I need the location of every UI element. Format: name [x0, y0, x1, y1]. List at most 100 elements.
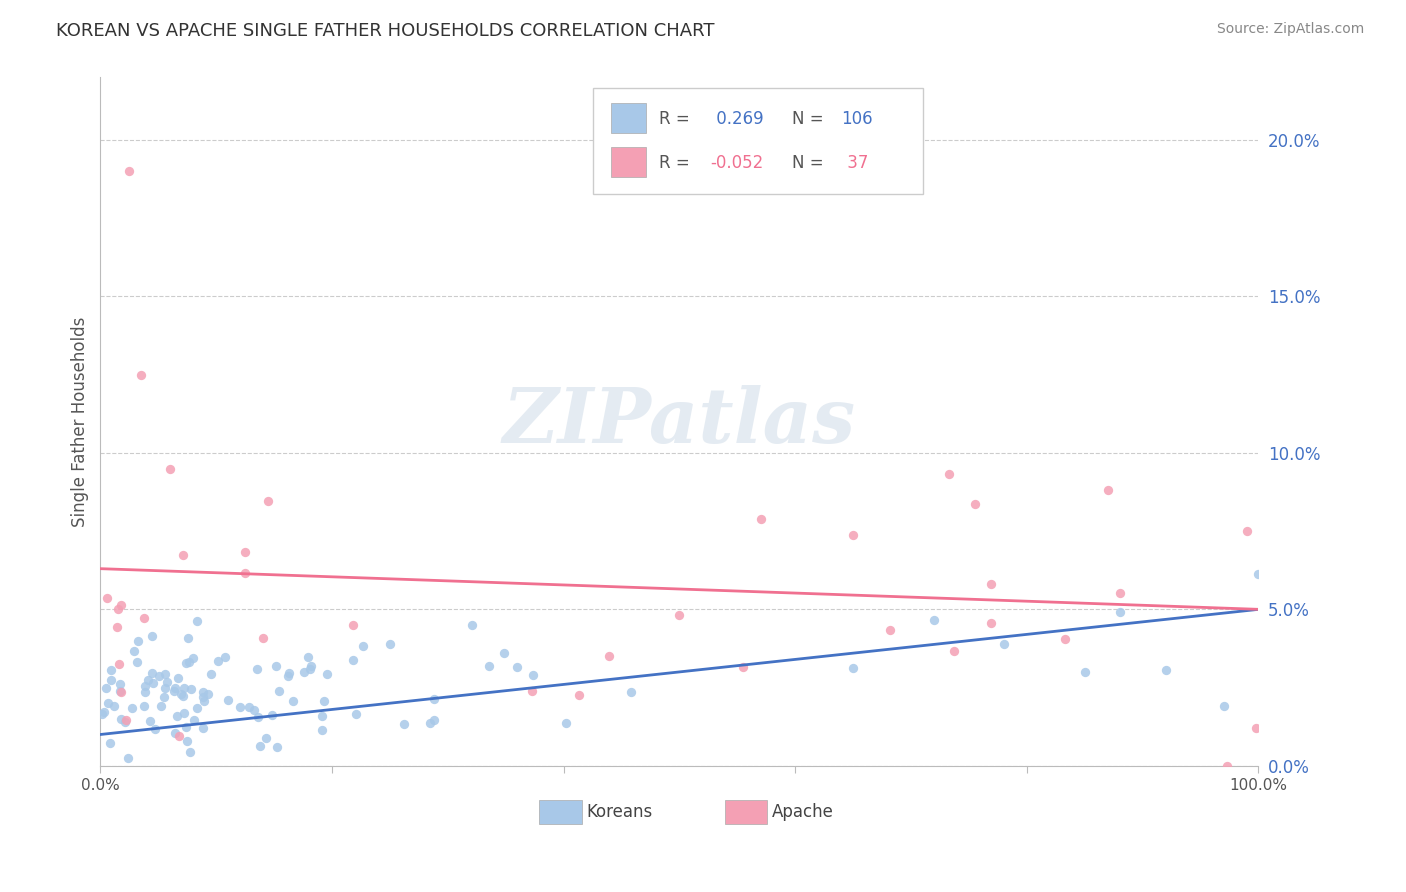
Point — [252, 631, 274, 645]
Point — [134, 679, 156, 693]
Point — [1215, 759, 1237, 773]
Point — [277, 666, 299, 681]
Point — [107, 601, 129, 615]
Point — [235, 544, 257, 558]
Point — [152, 690, 174, 704]
Point — [342, 618, 364, 632]
Point — [297, 650, 319, 665]
Point — [100, 673, 122, 687]
Point — [153, 681, 176, 695]
FancyBboxPatch shape — [612, 147, 645, 178]
Point — [1154, 663, 1177, 677]
Point — [105, 620, 128, 634]
Point — [922, 613, 945, 627]
Point — [311, 709, 333, 723]
Point — [963, 497, 986, 511]
Point — [506, 660, 529, 674]
Point — [980, 577, 1002, 591]
Text: -0.052: -0.052 — [710, 153, 763, 172]
Point — [136, 673, 159, 687]
Point — [180, 681, 202, 696]
Point — [132, 699, 155, 714]
Point — [292, 665, 315, 679]
Point — [183, 713, 205, 727]
FancyBboxPatch shape — [540, 800, 582, 823]
Point — [197, 687, 219, 701]
Point — [121, 701, 143, 715]
Point — [149, 698, 172, 713]
Point — [96, 591, 118, 606]
Point — [522, 668, 544, 682]
Point — [938, 467, 960, 482]
Text: N =: N = — [792, 153, 828, 172]
Point — [118, 164, 141, 178]
Point — [243, 703, 266, 717]
Point — [125, 656, 148, 670]
Point — [122, 644, 145, 658]
Point — [229, 700, 252, 714]
Point — [163, 684, 186, 698]
Point — [342, 653, 364, 667]
Point — [159, 461, 181, 475]
Point — [478, 658, 501, 673]
Point — [598, 648, 620, 663]
Point — [127, 634, 149, 648]
Point — [568, 688, 591, 702]
Text: N =: N = — [792, 110, 828, 128]
Point — [1212, 699, 1234, 714]
Point — [423, 691, 446, 706]
Point — [110, 684, 132, 698]
Point — [419, 716, 441, 731]
Point — [942, 644, 965, 658]
Point — [620, 685, 643, 699]
Point — [668, 608, 690, 623]
Point — [461, 617, 484, 632]
Point — [315, 667, 337, 681]
Point — [1097, 483, 1119, 498]
Point — [173, 681, 195, 696]
Point — [156, 674, 179, 689]
Point — [841, 528, 863, 542]
Text: R =: R = — [658, 153, 695, 172]
Point — [153, 667, 176, 681]
Point — [1108, 586, 1130, 600]
Point — [731, 660, 754, 674]
Point — [141, 665, 163, 680]
Point — [298, 662, 321, 676]
Point — [115, 713, 138, 727]
FancyBboxPatch shape — [724, 800, 768, 823]
Point — [980, 616, 1002, 631]
Point — [177, 631, 200, 645]
Point — [247, 710, 270, 724]
Point — [108, 683, 131, 698]
Point — [103, 698, 125, 713]
Point — [207, 654, 229, 668]
Point — [238, 699, 260, 714]
Point — [166, 671, 188, 685]
Text: R =: R = — [658, 110, 695, 128]
Point — [174, 656, 197, 670]
Point — [1236, 524, 1258, 538]
FancyBboxPatch shape — [612, 103, 645, 133]
Text: Apache: Apache — [772, 803, 834, 821]
Text: Source: ZipAtlas.com: Source: ZipAtlas.com — [1216, 22, 1364, 37]
Point — [110, 598, 132, 612]
Point — [1074, 665, 1097, 679]
Text: 0.269: 0.269 — [710, 110, 763, 128]
Point — [191, 690, 214, 704]
Point — [1247, 567, 1270, 582]
Point — [94, 681, 117, 695]
Point — [266, 739, 288, 754]
Point — [422, 713, 444, 727]
Point — [267, 684, 290, 698]
Point — [392, 717, 415, 731]
Point — [1053, 632, 1076, 646]
Point — [249, 739, 271, 754]
Point — [132, 611, 155, 625]
Point — [283, 694, 305, 708]
Point — [108, 657, 131, 671]
Point — [143, 722, 166, 736]
Point — [172, 690, 194, 704]
Point — [751, 512, 773, 526]
Point — [257, 494, 280, 508]
